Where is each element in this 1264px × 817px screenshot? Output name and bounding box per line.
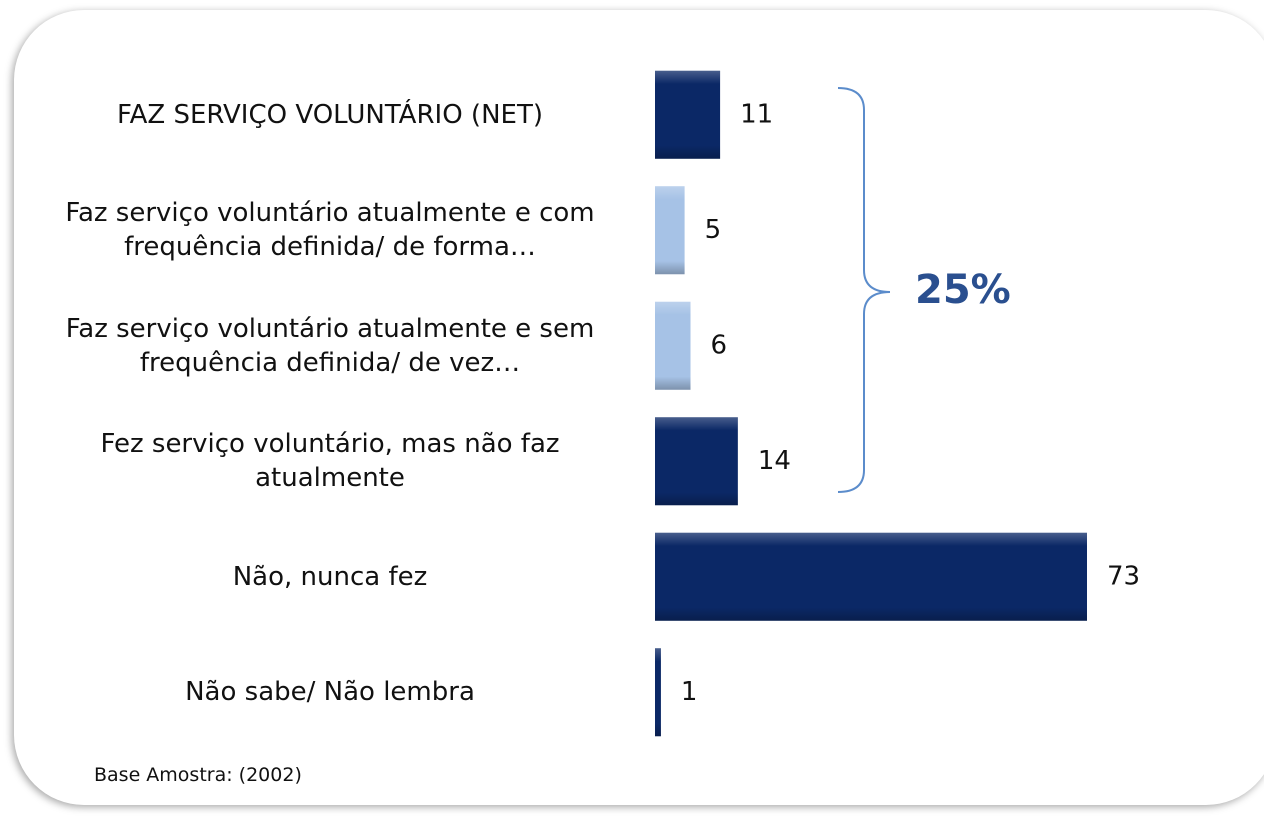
category-label: Não, nunca fez [232, 561, 428, 592]
bar-shade [655, 186, 685, 275]
card [14, 10, 1264, 805]
category-label: Faz serviço voluntário atualmente e com … [65, 198, 595, 263]
category-label: Fez serviço voluntário, mas não faz atua… [100, 429, 560, 494]
category-label: Não sabe/ Não lembra [185, 677, 475, 708]
footnote: Base Amostra: (2002) [94, 764, 302, 786]
annotation: 25% [915, 267, 1011, 313]
value-label: 1 [681, 677, 698, 707]
value-label: 6 [711, 330, 728, 360]
value-label: 73 [1107, 561, 1140, 591]
category-label: Faz serviço voluntário atualmente e sem … [65, 313, 595, 378]
category-label: FAZ SERVIÇO VOLUNTÁRIO (NET) [117, 99, 543, 130]
bar-shade [655, 301, 691, 390]
bar-shade [655, 70, 721, 159]
bar-shade [655, 648, 661, 737]
bar-shade [655, 532, 1087, 621]
bracket [837, 87, 891, 493]
bar-shade [655, 417, 738, 506]
value-label: 11 [740, 99, 773, 129]
value-label: 14 [758, 446, 791, 476]
value-label: 5 [705, 215, 722, 245]
